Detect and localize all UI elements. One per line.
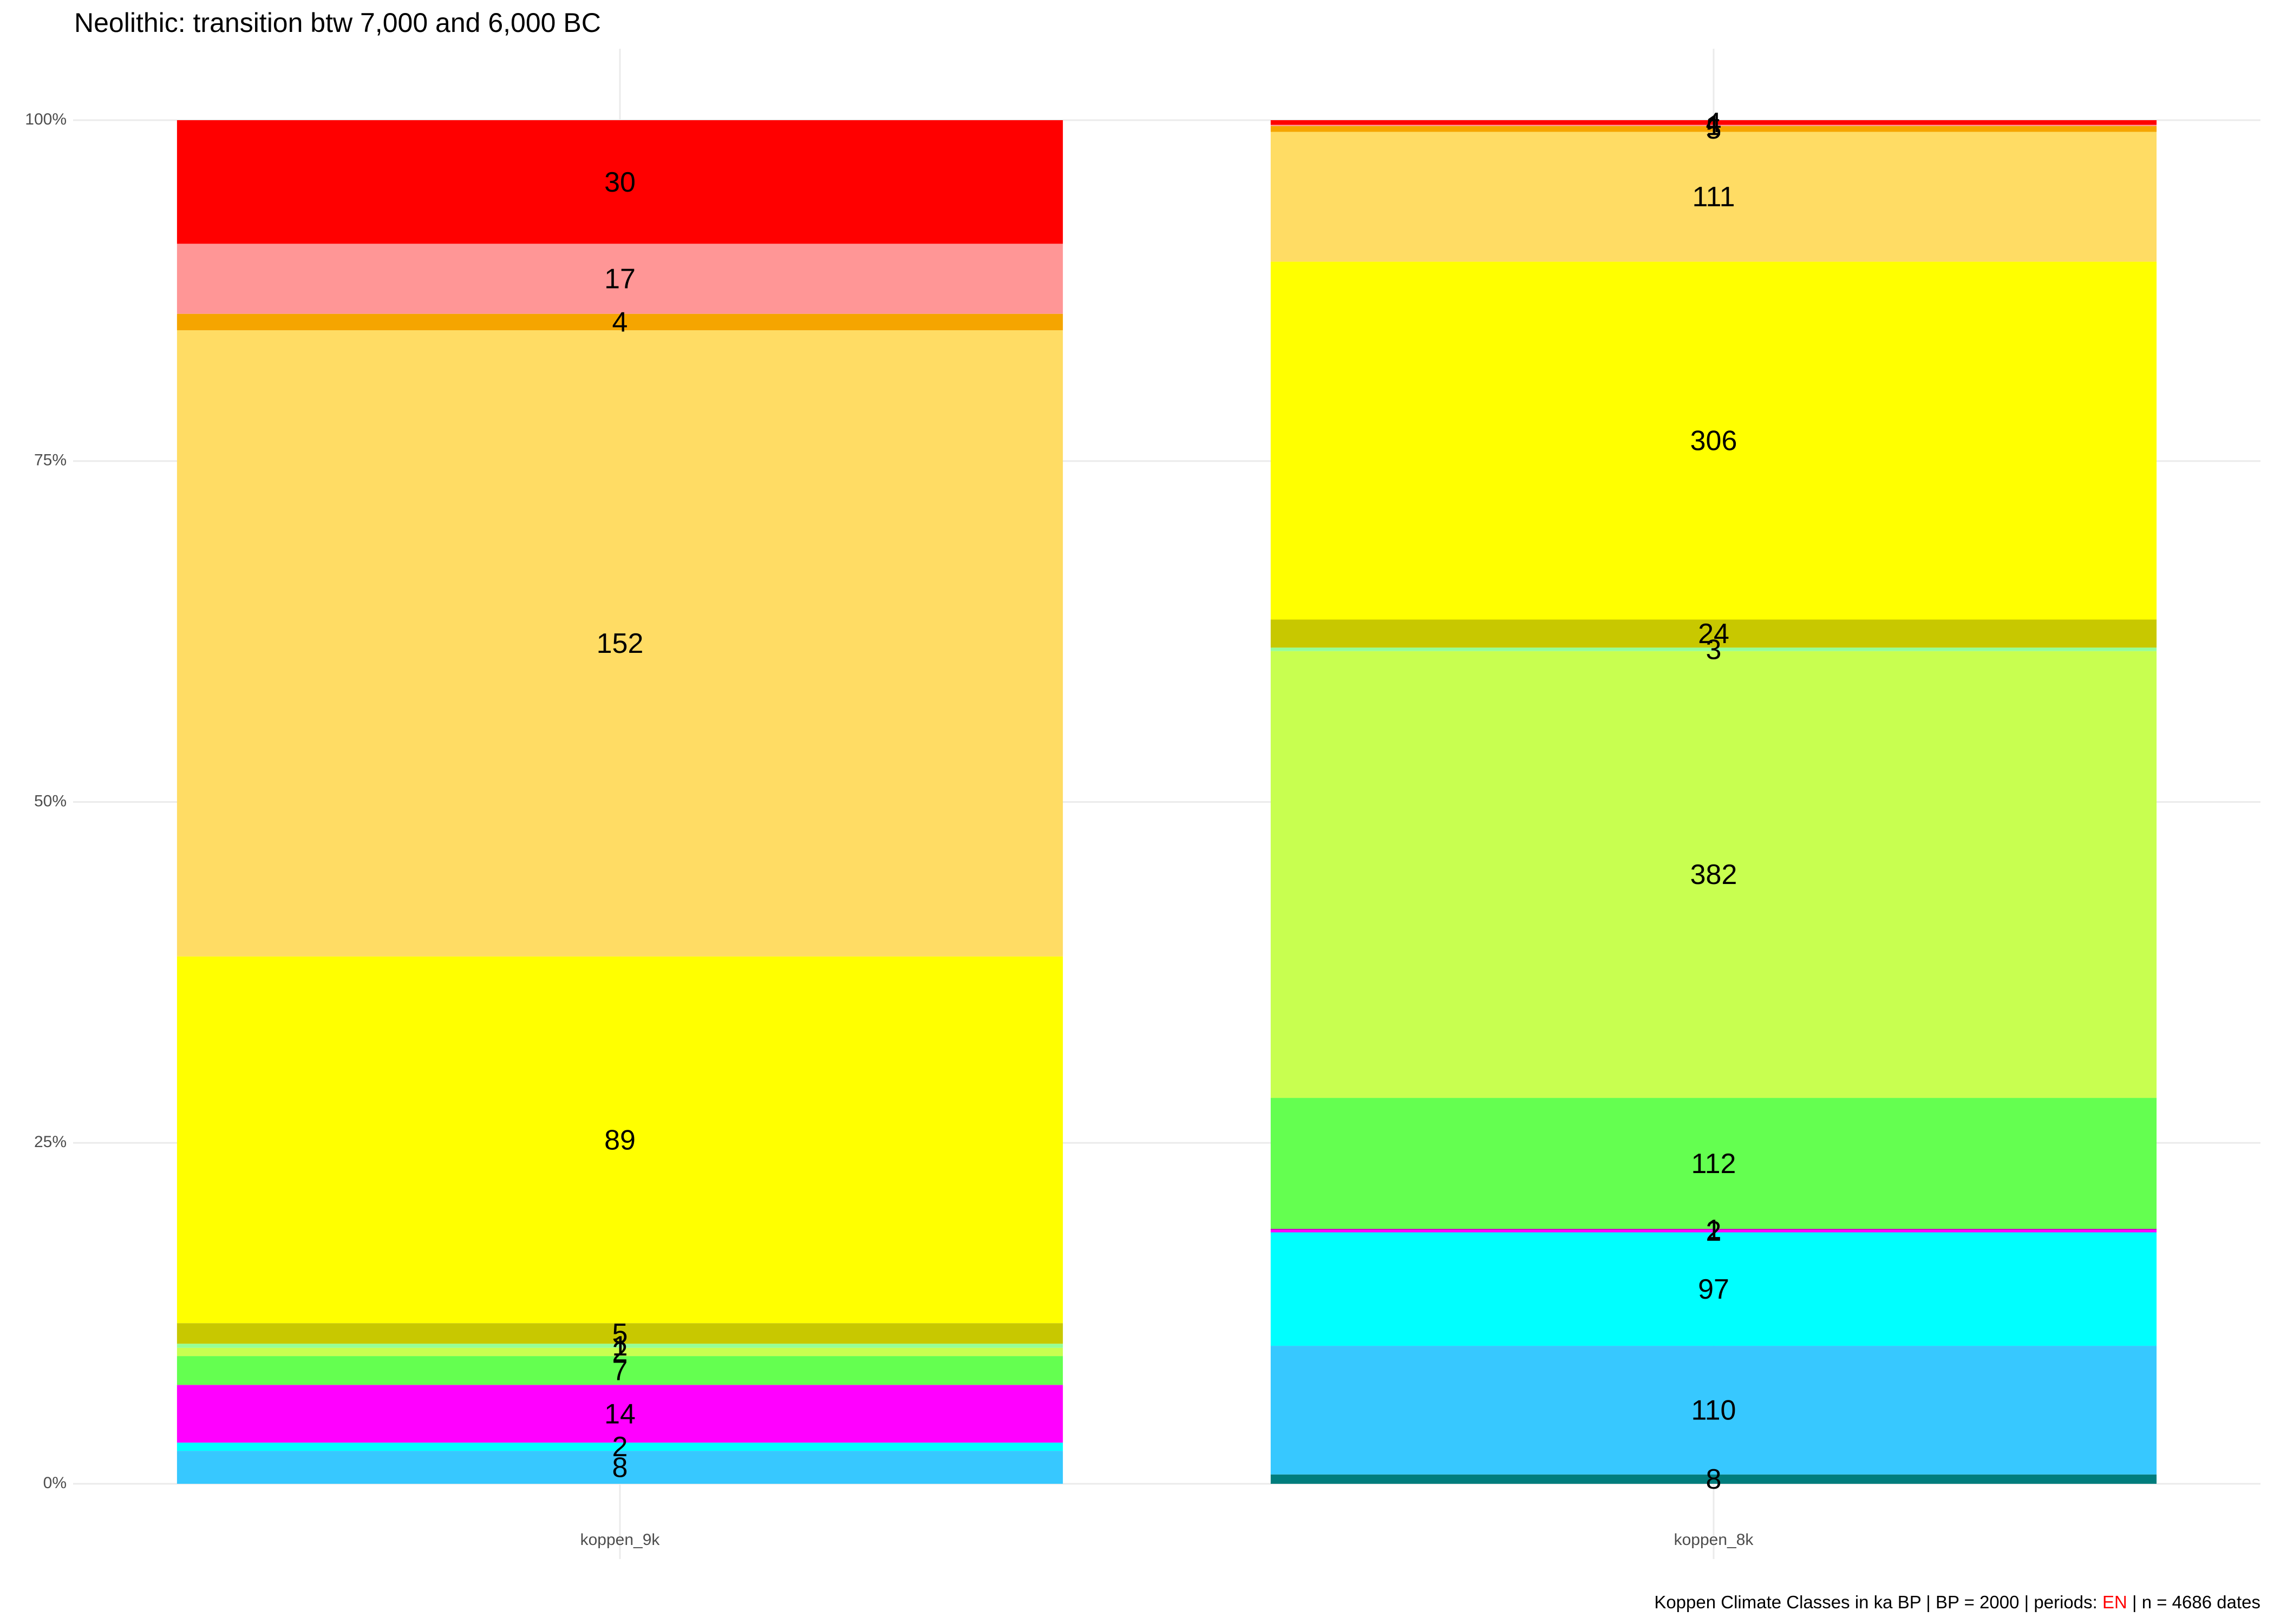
value-label: 111 — [1692, 181, 1735, 213]
value-label: 2 — [612, 1337, 628, 1368]
bar-segment — [177, 330, 1063, 957]
value-label: 3 — [1706, 634, 1722, 665]
bar-segment — [1270, 1346, 2157, 1475]
value-label: 1 — [1706, 110, 1722, 141]
y-tick-label: 0% — [43, 1474, 67, 1492]
y-tick-label: 25% — [34, 1133, 67, 1151]
bar-segment — [1270, 126, 2157, 132]
y-tick-label: 75% — [34, 451, 67, 469]
bar-segment — [177, 956, 1063, 1324]
value-label: 2 — [1706, 1216, 1722, 1247]
x-tick-label: koppen_8k — [1674, 1531, 1754, 1549]
value-label: 2 — [612, 1431, 628, 1463]
value-label: 306 — [1690, 425, 1737, 457]
bar-segment — [177, 1451, 1063, 1484]
value-label: 89 — [604, 1124, 636, 1156]
layer: 0%25%50%75%100%koppen_9k8214721589152417… — [25, 107, 1754, 1549]
bar-segment — [1270, 619, 2157, 648]
value-label: 14 — [604, 1398, 636, 1430]
bar-segment — [177, 1347, 1063, 1357]
caption-text: Koppen Climate Classes in ka BP | BP = 2… — [1654, 1592, 2102, 1612]
bar-segment — [177, 313, 1063, 331]
value-label: 152 — [597, 628, 644, 659]
value-label: 110 — [1691, 1395, 1736, 1426]
caption: Koppen Climate Classes in ka BP | BP = 2… — [1654, 1592, 2260, 1612]
value-label: 5 — [612, 1318, 628, 1350]
layer — [177, 120, 2157, 1484]
bar-segment — [177, 1385, 1063, 1443]
value-label: 1 — [612, 1331, 628, 1362]
bar-segment — [1270, 651, 2157, 1098]
chart-title: Neolithic: transition btw 7,000 and 6,00… — [74, 8, 601, 38]
value-label: 30 — [604, 167, 636, 198]
bar-segment — [1270, 125, 2157, 126]
bar-segment — [1270, 1230, 2157, 1233]
bar-segment — [177, 244, 1063, 314]
value-label: 17 — [604, 264, 636, 295]
value-label: 8 — [1706, 1464, 1722, 1495]
value-label: 8 — [612, 1452, 628, 1483]
bar-segment — [1270, 647, 2157, 651]
bar-segment — [177, 1442, 1063, 1451]
bar-segment — [1270, 132, 2157, 262]
caption-text: | n = 4686 dates — [2127, 1592, 2260, 1612]
value-label: 382 — [1690, 859, 1737, 890]
bar-segment — [177, 1356, 1063, 1385]
bar-segment — [1270, 1232, 2157, 1346]
value-label: 97 — [1698, 1274, 1729, 1305]
y-tick-label: 100% — [25, 110, 67, 128]
value-label: 24 — [1698, 618, 1729, 650]
bar-segment — [1270, 261, 2157, 620]
x-tick-label: koppen_9k — [580, 1531, 661, 1549]
bar-segment — [177, 120, 1063, 244]
bar-segment — [1270, 1098, 2157, 1229]
value-label: 7 — [612, 1355, 628, 1386]
value-label: 112 — [1691, 1148, 1736, 1180]
value-label: 4 — [612, 307, 628, 338]
y-tick-label: 50% — [34, 792, 67, 810]
bar-segment — [1270, 120, 2157, 125]
bar-segment — [1270, 1229, 2157, 1230]
bar-segment — [177, 1344, 1063, 1348]
value-label: 5 — [1706, 114, 1722, 145]
value-label: 1 — [1706, 1214, 1722, 1246]
caption-highlight: EN — [2102, 1592, 2127, 1612]
value-label: 4 — [1706, 107, 1722, 139]
bar-segment — [1270, 1474, 2157, 1484]
bar-segment — [177, 1323, 1063, 1344]
